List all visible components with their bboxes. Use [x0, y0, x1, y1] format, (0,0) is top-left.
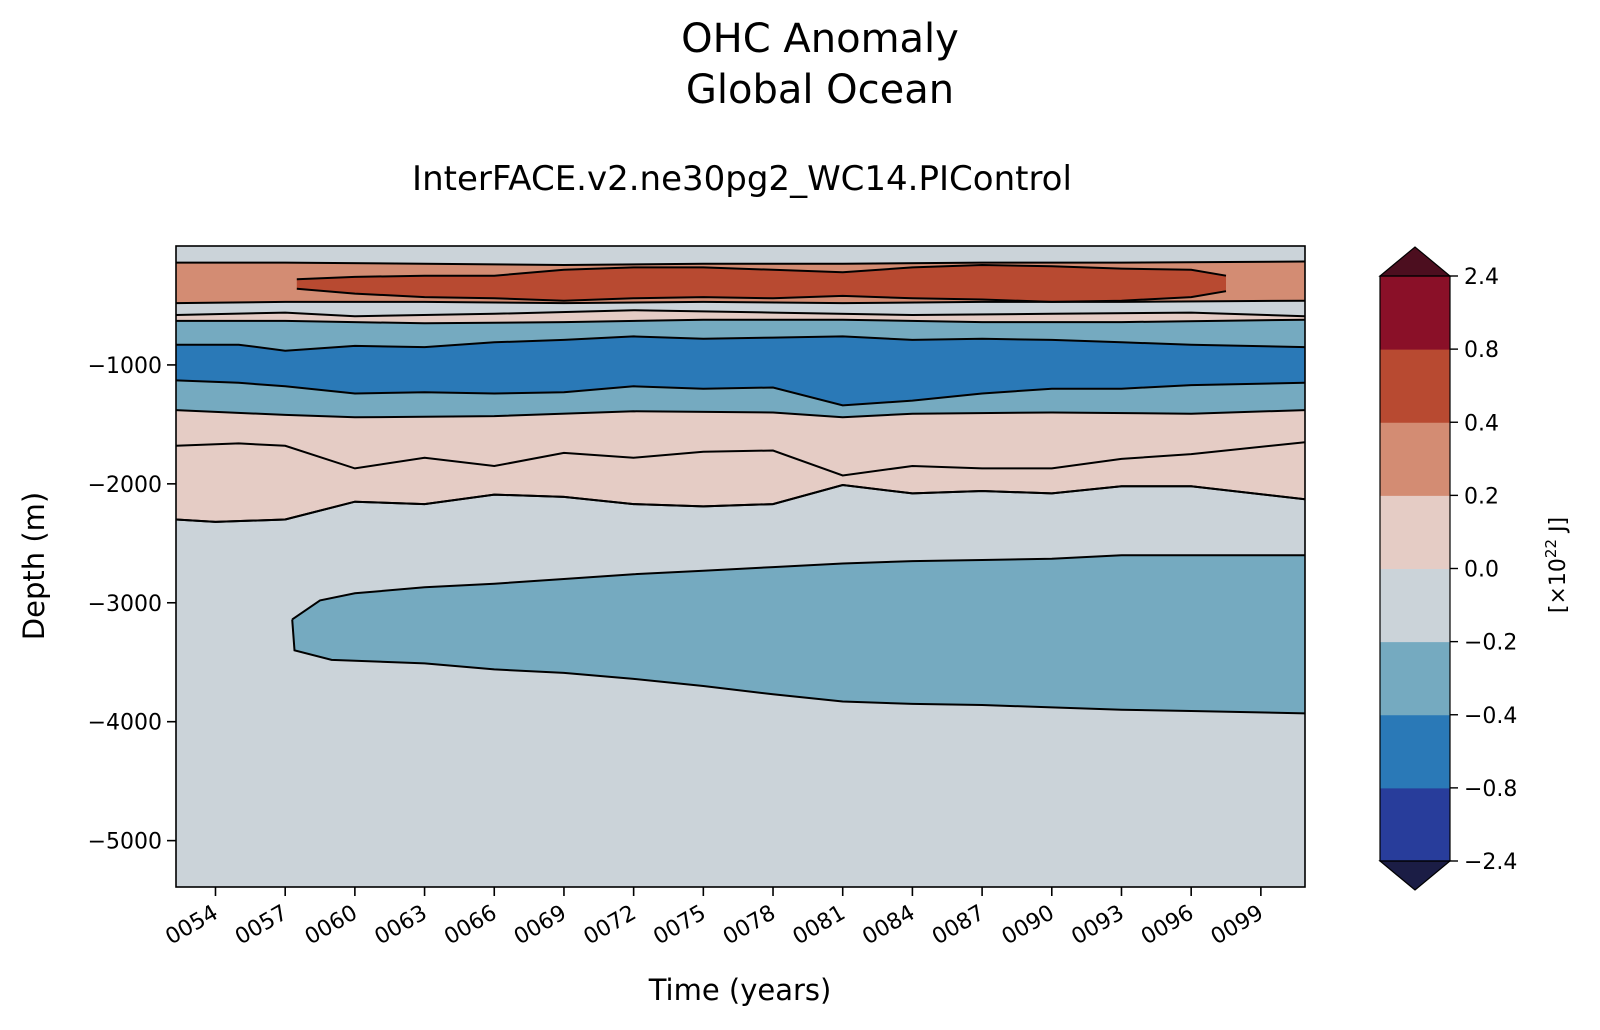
- colorbar-segment-3: [1380, 568, 1450, 643]
- y-axis-label: Depth (m): [17, 492, 51, 640]
- colorbar-tick-label-2: −0.4: [1464, 704, 1517, 729]
- colorbar-segment-0: [1380, 787, 1450, 862]
- contour-fill-band-3: [176, 336, 1305, 406]
- x-tick-label-6: 0072: [580, 901, 641, 951]
- chart-title: OHC Anomaly: [681, 16, 959, 62]
- colorbar-tick-label-7: 0.8: [1464, 338, 1499, 363]
- contour-line-6: [176, 441, 1305, 477]
- contour-line-8: [291, 554, 1305, 621]
- y-tick-label-1: −2000: [88, 473, 162, 498]
- contour-line-0: [176, 309, 1305, 318]
- colorbar-tick-label-5: 0.2: [1464, 484, 1499, 509]
- x-tick-label-10: 0084: [858, 901, 919, 951]
- contour-lines: [176, 260, 1305, 715]
- x-tick-label-13: 0093: [1067, 901, 1128, 951]
- colorbar-segment-1: [1380, 714, 1450, 789]
- contour-line-7: [176, 483, 1305, 523]
- colorbar-segment-2: [1380, 641, 1450, 716]
- x-tick-label-3: 0063: [371, 901, 432, 951]
- colorbar: −2.4 −0.8 −0.4 −0.2 0.0 0.2 0.4 0.8 2.4: [1378, 246, 1517, 891]
- x-tick-label-14: 0096: [1137, 901, 1198, 951]
- x-tick-label-2: 0060: [301, 901, 362, 951]
- x-tick-label-11: 0087: [928, 901, 989, 951]
- colorbar-tick-label-1: −0.8: [1464, 777, 1517, 802]
- y-tick-label-2: −3000: [88, 592, 162, 617]
- contour-fill-band-5: [292, 555, 1305, 714]
- x-tick-label-5: 0069: [510, 901, 571, 951]
- contour-line-4: [176, 335, 1305, 352]
- plot-frame: [175, 245, 1306, 888]
- chart-subtitle: Global Ocean: [686, 67, 954, 113]
- x-tick-label-7: 0075: [649, 901, 710, 951]
- x-tick-label-1: 0057: [231, 901, 292, 951]
- y-tick-label-0: −1000: [88, 354, 162, 379]
- contour-line-13: [296, 287, 1227, 303]
- x-tick-label-8: 0078: [719, 901, 780, 951]
- colorbar-label-prefix: [×10: [1546, 558, 1571, 613]
- colorbar-segment-5: [1380, 422, 1450, 496]
- x-axis-label: Time (years): [648, 973, 832, 1007]
- colorbar-segment-7: [1380, 276, 1450, 350]
- colorbar-tick-label-3: −0.2: [1464, 631, 1517, 656]
- contour-fill-band-7: [296, 265, 1226, 302]
- x-tick-label-0: 0054: [161, 901, 222, 951]
- colorbar-extend-over: [1378, 246, 1452, 277]
- contour-line-2: [176, 318, 1305, 325]
- colorbar-tick-label-8: 2.4: [1464, 265, 1499, 290]
- y-axis: −1000 −2000 −3000 −4000 −5000: [88, 354, 176, 855]
- colorbar-tick-label-4: 0.0: [1464, 558, 1499, 583]
- colorbar-tick-label-6: 0.4: [1464, 411, 1499, 436]
- colorbar-label-suffix: J]: [1546, 517, 1571, 539]
- contour-line-12: [296, 263, 1227, 281]
- colorbar-extend-under: [1378, 860, 1452, 891]
- x-tick-label-15: 0099: [1207, 901, 1268, 951]
- colorbar-tick-label-0: −2.4: [1464, 850, 1517, 875]
- contour-line-10: [176, 260, 1305, 267]
- x-axis: 0054 0057 0060 0063 0066 0069 0072 0075 0078 0081…: [161, 887, 1268, 951]
- run-name: InterFACE.v2.ne30pg2_WC14.PIControl: [412, 159, 1072, 199]
- colorbar-segment-4: [1380, 495, 1450, 569]
- contour-line-9: [291, 619, 1305, 715]
- colorbar-label: [×1022 J]: [1542, 517, 1571, 613]
- contour-line-3: [176, 409, 1305, 419]
- x-tick-label-12: 0090: [998, 901, 1059, 951]
- x-tick-label-4: 0066: [440, 901, 501, 951]
- y-tick-label-3: −4000: [88, 711, 162, 736]
- plot-area: [175, 245, 1306, 888]
- contour-line-5: [176, 379, 1305, 407]
- colorbar-label-exponent: 22: [1542, 539, 1560, 558]
- y-tick-label-4: −5000: [88, 830, 162, 855]
- x-tick-label-9: 0081: [789, 901, 850, 951]
- colorbar-segment-6: [1380, 349, 1450, 423]
